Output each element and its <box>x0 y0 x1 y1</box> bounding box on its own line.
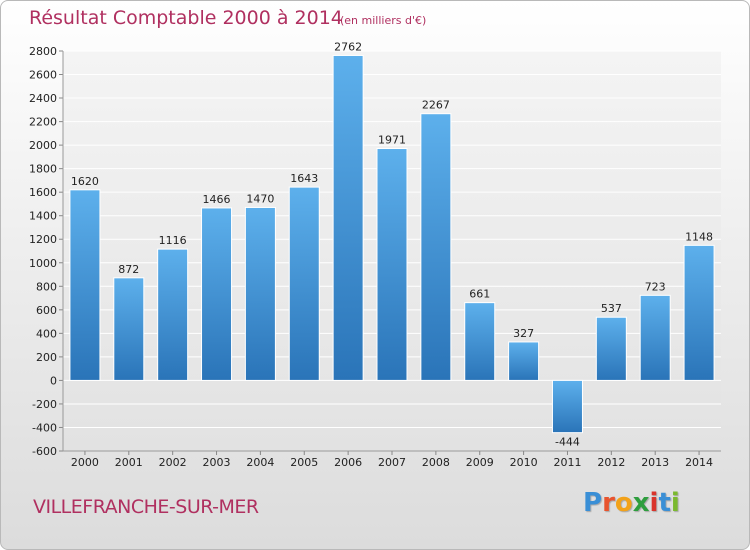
logo-letter: o <box>614 488 633 518</box>
y-tick-label: -200 <box>32 398 57 411</box>
bar <box>288 186 320 381</box>
y-tick-label: 1400 <box>29 210 57 223</box>
bar <box>639 294 671 381</box>
y-tick-labels: -600 -400 -200 0 200 400 600 800 1000 1200 1400 160… <box>29 45 57 458</box>
y-tick-label: 2800 <box>29 45 57 58</box>
y-tick-label: 2400 <box>29 92 57 105</box>
axes <box>62 51 721 455</box>
bar <box>69 189 101 381</box>
bar <box>376 148 408 381</box>
y-tick-label: 1600 <box>29 186 57 199</box>
chart-title: Résultat Comptable 2000 à 2014 <box>29 7 343 29</box>
y-tick-label: 1800 <box>29 163 57 176</box>
bar <box>464 302 496 381</box>
bar <box>595 316 627 381</box>
data-label: 2762 <box>334 40 362 53</box>
x-tick-label: 2013 <box>641 456 669 469</box>
data-label: 1643 <box>290 172 318 185</box>
y-tick-label: 1200 <box>29 233 57 246</box>
x-tick-label: 2003 <box>203 456 231 469</box>
x-tick-labels: 2000 2001 2002 2003 2004 2005 2006 2007 2008 2009… <box>71 456 713 469</box>
x-tick-label: 2002 <box>159 456 187 469</box>
place-name: VILLEFRANCHE-SUR-MER <box>33 496 259 518</box>
y-tick-label: 2200 <box>29 116 57 129</box>
bar <box>157 248 189 381</box>
x-tick-label: 2012 <box>597 456 625 469</box>
bar <box>201 207 233 381</box>
data-label: 1620 <box>71 175 99 188</box>
logo-letter: P <box>583 488 603 518</box>
y-tick-label: 0 <box>50 374 57 387</box>
y-tick-label: 600 <box>36 304 57 317</box>
data-label: 1116 <box>159 234 187 247</box>
y-tick-label: -600 <box>32 445 57 458</box>
bar <box>683 244 715 381</box>
data-label: -444 <box>555 436 580 449</box>
x-tick-label: 2010 <box>510 456 538 469</box>
logo-letter: t <box>658 488 671 518</box>
data-label: 1148 <box>685 230 713 243</box>
y-tick-label: 2600 <box>29 69 57 82</box>
proxiti-logo: Proxiti <box>583 488 680 518</box>
logo-letter: x <box>632 488 650 518</box>
data-label: 661 <box>469 288 490 301</box>
x-tick-label: 2009 <box>466 456 494 469</box>
data-label: 2267 <box>422 99 450 112</box>
bar <box>332 54 364 381</box>
logo-letter: r <box>602 488 615 518</box>
x-tick-label: 2005 <box>290 456 318 469</box>
logo-letter: i <box>670 488 680 518</box>
x-tick-label: 2004 <box>246 456 274 469</box>
logo-letter: i <box>649 488 659 518</box>
y-tick-label: 1000 <box>29 257 57 270</box>
bars <box>69 54 715 434</box>
bar <box>508 341 540 381</box>
x-tick-label: 2011 <box>553 456 581 469</box>
data-labels: 1620 872 1116 1466 1470 1643 2762 1971 2267 661 32… <box>71 40 713 448</box>
x-tick-label: 2014 <box>685 456 713 469</box>
y-tick-label: -400 <box>32 421 57 434</box>
x-tick-label: 2008 <box>422 456 450 469</box>
x-tick-label: 2001 <box>115 456 143 469</box>
data-label: 1470 <box>246 192 274 205</box>
x-tick-label: 2000 <box>71 456 99 469</box>
y-tick-label: 400 <box>36 327 57 340</box>
bar <box>420 113 452 381</box>
y-tick-label: 800 <box>36 280 57 293</box>
y-tick-label: 200 <box>36 351 57 364</box>
data-label: 1466 <box>203 193 231 206</box>
chart-subtitle: (en milliers d'€) <box>340 14 427 27</box>
bar <box>244 206 276 381</box>
data-label: 537 <box>601 302 622 315</box>
bar <box>551 379 583 434</box>
data-label: 723 <box>645 280 666 293</box>
data-label: 872 <box>118 263 139 276</box>
data-label: 1971 <box>378 134 406 147</box>
bar <box>113 277 145 381</box>
y-tick-label: 2000 <box>29 139 57 152</box>
data-label: 327 <box>513 327 534 340</box>
x-tick-label: 2006 <box>334 456 362 469</box>
x-tick-label: 2007 <box>378 456 406 469</box>
